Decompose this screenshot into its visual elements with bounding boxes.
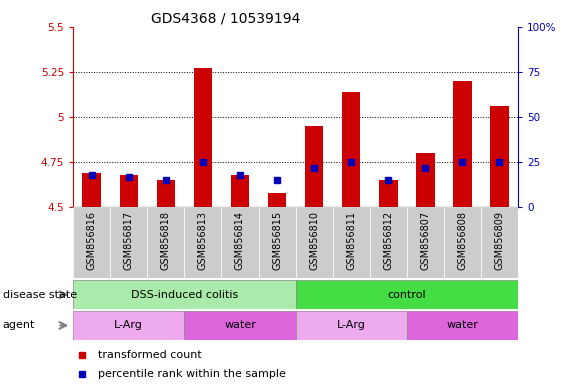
FancyBboxPatch shape bbox=[148, 207, 185, 278]
Bar bbox=[453, 81, 472, 207]
Bar bbox=[406, 311, 518, 340]
Text: GSM856810: GSM856810 bbox=[309, 211, 319, 270]
Text: transformed count: transformed count bbox=[97, 350, 202, 360]
Text: water: water bbox=[446, 320, 479, 331]
Bar bbox=[185, 311, 296, 340]
Bar bbox=[231, 175, 249, 207]
Text: DSS-induced colitis: DSS-induced colitis bbox=[131, 290, 238, 300]
Bar bbox=[342, 92, 360, 207]
Text: GSM856814: GSM856814 bbox=[235, 211, 245, 270]
Bar bbox=[194, 68, 212, 207]
FancyBboxPatch shape bbox=[296, 207, 333, 278]
Text: percentile rank within the sample: percentile rank within the sample bbox=[97, 369, 285, 379]
Bar bbox=[73, 311, 185, 340]
Bar bbox=[82, 173, 101, 207]
Bar bbox=[305, 126, 323, 207]
FancyBboxPatch shape bbox=[221, 207, 258, 278]
FancyBboxPatch shape bbox=[185, 207, 221, 278]
Text: GSM856815: GSM856815 bbox=[272, 211, 282, 270]
FancyBboxPatch shape bbox=[333, 207, 370, 278]
Text: GSM856818: GSM856818 bbox=[161, 211, 171, 270]
Text: GSM856807: GSM856807 bbox=[421, 211, 430, 270]
Bar bbox=[490, 106, 509, 207]
Bar bbox=[73, 280, 296, 309]
Text: L-Arg: L-Arg bbox=[337, 320, 365, 331]
Bar bbox=[416, 153, 435, 207]
Text: GSM856817: GSM856817 bbox=[124, 211, 134, 270]
Text: GSM856809: GSM856809 bbox=[494, 211, 504, 270]
FancyBboxPatch shape bbox=[110, 207, 148, 278]
Text: GSM856816: GSM856816 bbox=[87, 211, 97, 270]
Text: water: water bbox=[224, 320, 256, 331]
FancyBboxPatch shape bbox=[370, 207, 406, 278]
FancyBboxPatch shape bbox=[406, 207, 444, 278]
Text: control: control bbox=[387, 290, 426, 300]
FancyBboxPatch shape bbox=[444, 207, 481, 278]
Text: GSM856812: GSM856812 bbox=[383, 211, 393, 270]
Text: agent: agent bbox=[3, 320, 35, 331]
Text: GSM856808: GSM856808 bbox=[457, 211, 467, 270]
FancyBboxPatch shape bbox=[481, 207, 518, 278]
FancyBboxPatch shape bbox=[73, 207, 110, 278]
Bar bbox=[119, 175, 138, 207]
Text: L-Arg: L-Arg bbox=[114, 320, 143, 331]
Text: GDS4368 / 10539194: GDS4368 / 10539194 bbox=[150, 12, 300, 25]
Bar bbox=[157, 180, 175, 207]
Bar bbox=[379, 180, 397, 207]
Text: disease state: disease state bbox=[3, 290, 77, 300]
Bar bbox=[296, 280, 518, 309]
Text: GSM856813: GSM856813 bbox=[198, 211, 208, 270]
Bar bbox=[268, 193, 287, 207]
Bar bbox=[296, 311, 406, 340]
FancyBboxPatch shape bbox=[258, 207, 296, 278]
Text: GSM856811: GSM856811 bbox=[346, 211, 356, 270]
